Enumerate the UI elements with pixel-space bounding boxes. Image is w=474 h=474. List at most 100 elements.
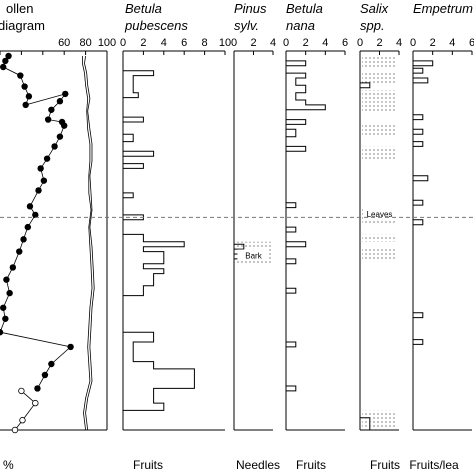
panel-tick-label: 2	[140, 37, 146, 49]
panel-tick-label: 0	[283, 37, 289, 49]
panel-title: sylv.	[234, 18, 259, 33]
panel-step-line	[412, 56, 434, 430]
pollen-data-point	[5, 52, 12, 60]
pollen-tick-label: 80	[79, 37, 91, 49]
pollen-data-point	[16, 248, 23, 255]
pollen-data-point	[34, 385, 41, 392]
macrofossil-panels: Betula pubescens 0 2 4 6 8 10 Fruits Pinus sylv. 0 2…	[120, 1, 474, 472]
pollen-data-point	[25, 93, 33, 100]
panel-annotation: Leaves	[367, 210, 393, 219]
panel-3: Salix spp. 0 2 4 Leaves Fruits	[357, 1, 402, 472]
panel-fill-band	[362, 410, 397, 430]
panel-unit-label: Fruits	[133, 458, 163, 472]
panel-annotation-box	[237, 249, 270, 261]
panel-unit-label: Fruits	[296, 458, 326, 472]
panel-tick-label: 6	[181, 37, 187, 49]
panel-2: Betula nana 0 2 4 6 Fruits	[283, 1, 348, 472]
panel-fill-band	[362, 146, 397, 162]
panel-tick-label: 0	[357, 37, 363, 49]
pollen-data-point	[32, 211, 39, 219]
panel-tick-label: 2	[376, 37, 382, 49]
panel-title: Betula	[125, 1, 162, 16]
panel-tick-label: 0	[410, 37, 416, 49]
pollen-tick-label: 100	[98, 37, 116, 49]
pollen-data-point	[3, 276, 10, 283]
panel-unit-label: Fruits	[370, 458, 400, 472]
pollen-data-point	[56, 98, 64, 105]
pollen-panel: ollen diagram 60 80 100%	[0, 1, 116, 472]
pollen-data-point	[0, 63, 7, 71]
panel-fill-band	[362, 90, 397, 103]
pollen-sum-curve-b	[82, 56, 93, 431]
pollen-open-series-line	[14, 390, 36, 431]
pollen-data-point	[24, 223, 32, 231]
panel-tick-label: 0	[231, 37, 237, 49]
panel-tick-label: 2	[430, 37, 436, 49]
panel-fill-band	[362, 73, 397, 86]
panel-tick-label: 6	[342, 37, 348, 49]
pollen-data-point	[40, 177, 48, 184]
pollen-title-line-1: ollen	[6, 1, 33, 16]
pollen-data-point	[35, 187, 42, 194]
pollen-data-point	[0, 329, 4, 336]
panel-tick-label: 4	[270, 37, 276, 49]
pollen-data-point	[56, 133, 64, 140]
panel-tick-label: 4	[161, 37, 167, 49]
pollen-data-point	[41, 371, 49, 379]
pollen-data-point	[62, 90, 69, 98]
pollen-data-point	[2, 315, 9, 322]
panel-step-line	[122, 56, 195, 430]
pollen-open-point	[11, 426, 19, 434]
panel-fill-band	[362, 56, 397, 69]
pollen-data-point	[9, 264, 17, 271]
panel-step-line	[285, 56, 326, 430]
panel-tick-label: 0	[120, 37, 126, 49]
pollen-open-point	[18, 387, 25, 395]
panel-0: Betula pubescens 0 2 4 6 8 10 Fruits	[120, 1, 231, 472]
panel-annotation: Bark	[245, 251, 262, 260]
pollen-data-point	[60, 122, 68, 129]
pollen-dot-series-line	[0, 55, 72, 389]
pollen-open-point	[19, 417, 26, 424]
panel-tick-label: 4	[396, 37, 402, 49]
panel-fill-band	[362, 234, 397, 242]
panel-title: nana	[286, 18, 315, 33]
panel-unit-label: Needles	[236, 458, 280, 472]
panel-tick-label: 6	[469, 37, 474, 49]
panel-title: pubescens	[124, 18, 188, 33]
panel-tick-label: 8	[202, 37, 208, 49]
pollen-data-point	[51, 143, 58, 150]
pollen-data-point	[37, 165, 44, 172]
pollen-data-point	[22, 101, 29, 109]
panel-title: Betula	[286, 1, 323, 16]
panel-1: Pinus sylv. 0 2 4 Bark Needles	[231, 1, 280, 472]
pollen-data-point	[48, 360, 55, 368]
panel-fill-band	[362, 104, 397, 113]
panel-tick-label: 4	[449, 37, 455, 49]
pollen-data-point	[67, 343, 74, 351]
pollen-open-point	[32, 399, 39, 407]
panel-unit-label: Fruits/lea	[409, 458, 459, 472]
panel-tick-label: 4	[322, 37, 328, 49]
pollen-data-point	[26, 203, 34, 210]
panel-4: Empetrum 0 2 4 6 Fruits/lea	[409, 1, 474, 472]
panel-tick-label: 2	[250, 37, 256, 49]
panel-fill-band	[362, 124, 397, 137]
panel-tick-label: 10	[219, 37, 231, 49]
pollen-data-point	[17, 72, 24, 79]
pollen-data-point	[0, 304, 7, 311]
panel-title: Empetrum	[413, 1, 473, 16]
pollen-sum-curve-a	[84, 55, 95, 431]
panel-title: Pinus	[234, 1, 267, 16]
pollen-data-point	[44, 116, 52, 123]
panel-annotation-box	[363, 207, 396, 219]
pollen-data-point	[6, 289, 13, 297]
panel-title: spp.	[360, 18, 385, 33]
pollen-data-point	[48, 106, 55, 113]
pollen-data-point	[21, 83, 28, 90]
pollen-data-point	[2, 57, 9, 65]
panel-step-line	[359, 56, 371, 431]
pollen-title-line-2: diagram	[0, 18, 45, 33]
pollen-unit-label: %	[3, 458, 14, 472]
